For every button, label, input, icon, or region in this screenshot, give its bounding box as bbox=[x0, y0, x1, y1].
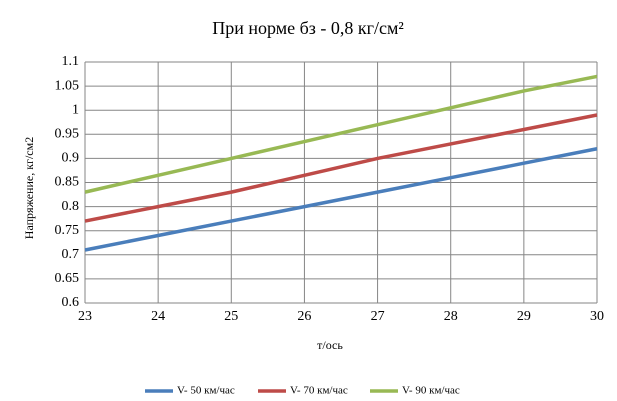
series-line bbox=[84, 113, 598, 223]
series-line bbox=[84, 74, 598, 194]
y-tick-label: 0.75 bbox=[55, 223, 80, 238]
series-line bbox=[84, 147, 598, 252]
x-axis-label: т/ось bbox=[317, 338, 343, 352]
legend-label: V- 50 км/час bbox=[177, 385, 235, 397]
y-tick-label: 0.8 bbox=[62, 199, 80, 214]
y-tick-label: 1.05 bbox=[55, 78, 80, 93]
x-tick-label: 24 bbox=[151, 309, 165, 324]
y-tick-label: 0.7 bbox=[62, 247, 80, 262]
legend-label: V- 90 км/час bbox=[402, 385, 460, 397]
x-tick-label: 25 bbox=[224, 309, 238, 324]
y-tick-label: 1.1 bbox=[62, 54, 80, 69]
y-tick-label: 0.6 bbox=[62, 295, 80, 310]
x-tick-label: 26 bbox=[297, 309, 311, 324]
x-tick-label: 30 bbox=[590, 309, 604, 324]
x-tick-label: 27 bbox=[371, 309, 385, 324]
y-tick-label: 1 bbox=[72, 102, 79, 117]
y-axis-label: Напряжение, кг/см2 bbox=[22, 137, 36, 239]
x-tick-label: 28 bbox=[444, 309, 458, 324]
y-tick-label: 0.95 bbox=[55, 127, 80, 142]
chart-title: При норме бз - 0,8 кг/см² bbox=[212, 18, 404, 38]
y-tick-label: 0.85 bbox=[55, 175, 80, 190]
legend-label: V- 70 км/час bbox=[290, 385, 348, 397]
y-tick-label: 0.9 bbox=[62, 151, 80, 166]
x-tick-label: 29 bbox=[517, 309, 531, 324]
x-tick-label: 23 bbox=[78, 309, 92, 324]
y-tick-label: 0.65 bbox=[55, 271, 80, 286]
